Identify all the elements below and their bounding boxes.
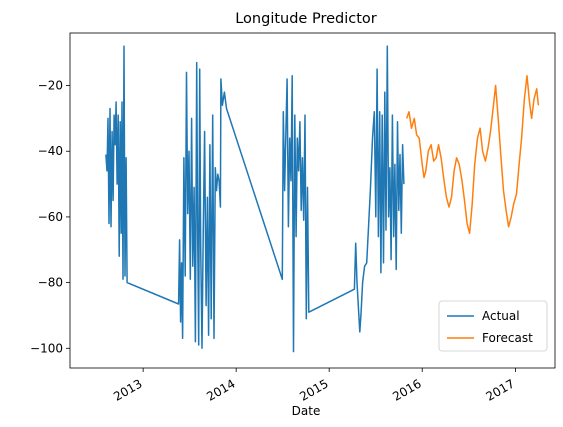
y-tick-label: −40 bbox=[38, 144, 63, 158]
x-tick-label: 2017 bbox=[484, 376, 517, 403]
x-tick-label: 2015 bbox=[297, 376, 330, 403]
series-line-forecast bbox=[405, 74, 540, 235]
series-layer bbox=[105, 45, 540, 353]
x-tick-label: 2014 bbox=[204, 376, 237, 403]
x-axis-label: Date bbox=[292, 404, 321, 418]
x-tick-label: 2016 bbox=[390, 376, 423, 403]
legend-label-forecast: Forecast bbox=[482, 331, 533, 345]
x-tick-label: 2013 bbox=[111, 376, 144, 403]
y-tick-label: −60 bbox=[38, 210, 63, 224]
y-tick-label: −100 bbox=[30, 341, 63, 355]
y-tick-label: −80 bbox=[38, 276, 63, 290]
legend-label-actual: Actual bbox=[482, 309, 520, 323]
y-axis: −100 −80 −60 −40 −20 bbox=[30, 79, 70, 355]
legend: Actual Forecast bbox=[438, 300, 548, 352]
plot-area bbox=[69, 32, 556, 369]
chart-title: Longitude Predictor bbox=[235, 11, 377, 27]
series-line-actual bbox=[105, 45, 405, 353]
x-axis: 2013 2014 2015 2016 2017 bbox=[111, 368, 517, 404]
y-tick-label: −20 bbox=[38, 79, 63, 93]
plot-frame bbox=[69, 32, 556, 369]
